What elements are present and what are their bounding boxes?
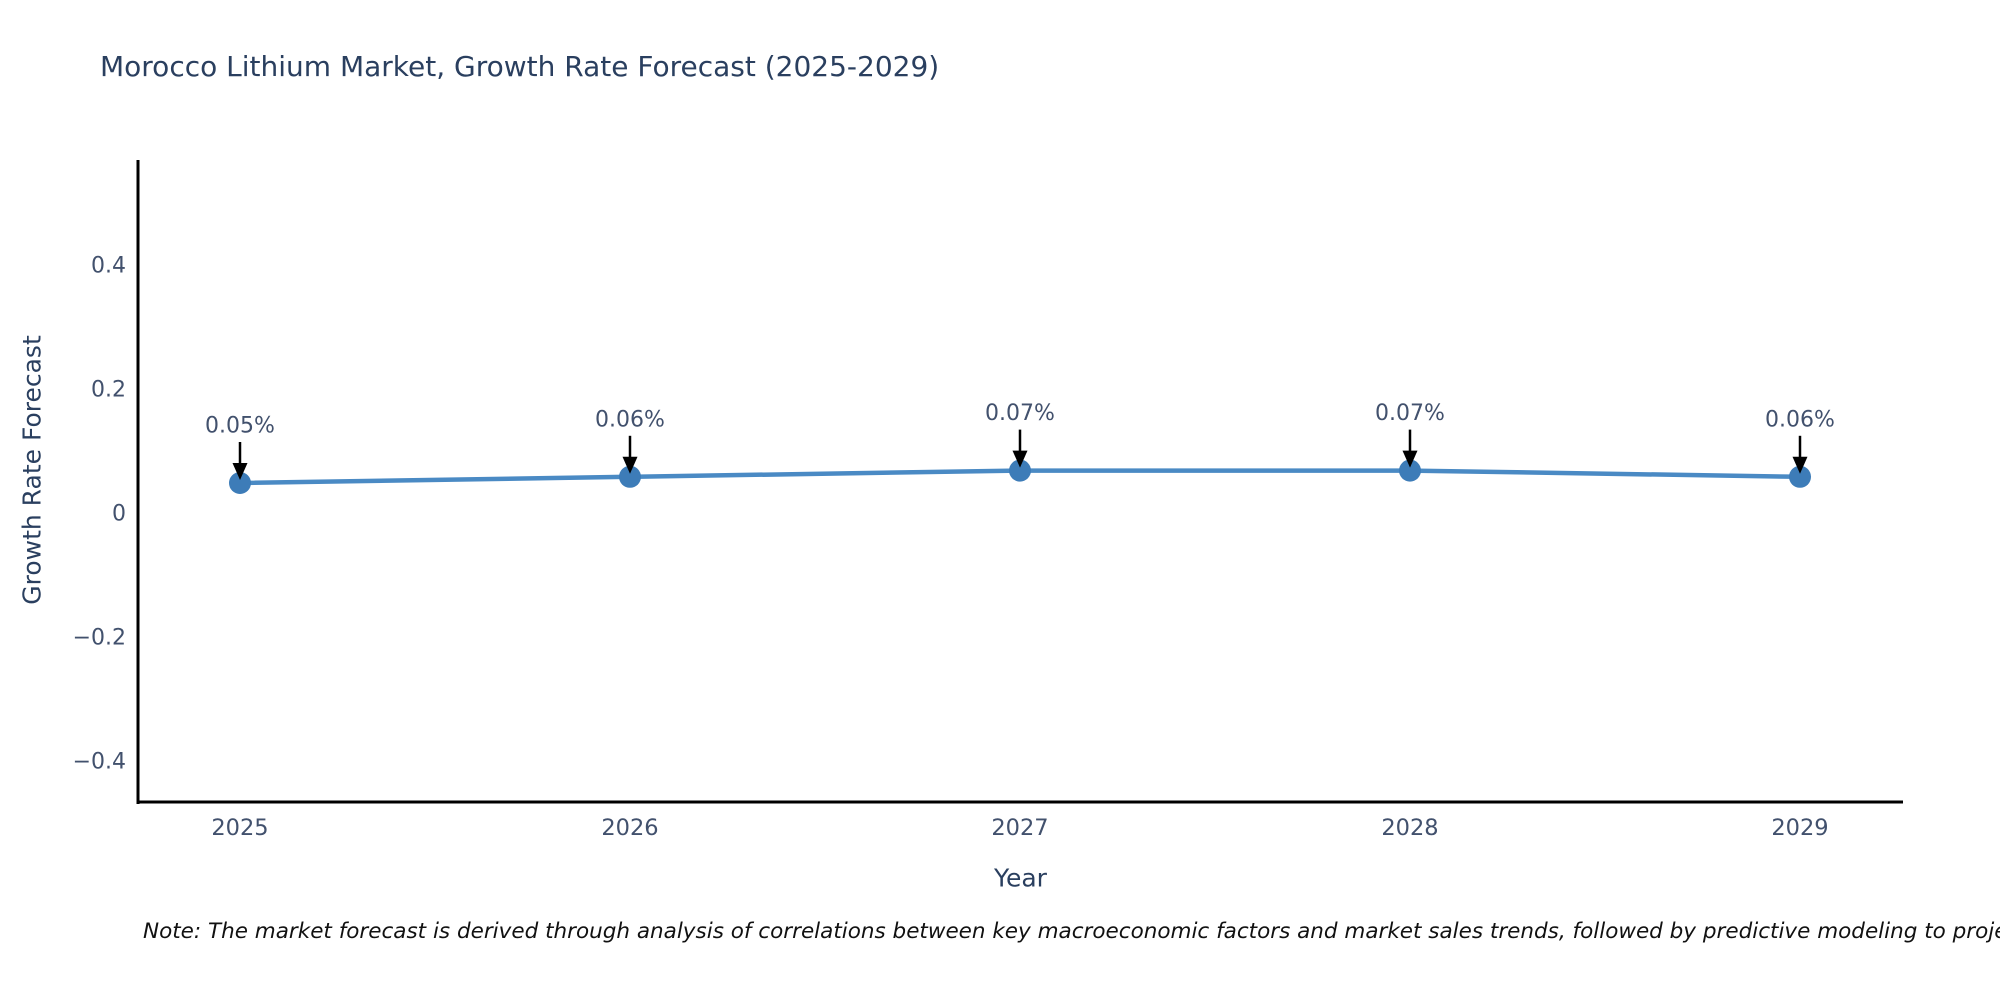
annotation-arrowhead-icon <box>1402 450 1418 468</box>
point-annotation-label: 0.07% <box>1375 401 1445 426</box>
x-tick-label: 2026 <box>601 815 658 841</box>
data-point[interactable] <box>619 465 641 488</box>
point-annotation-label: 0.07% <box>985 401 1055 426</box>
x-tick-label: 2027 <box>991 815 1048 841</box>
y-tick-label: −0.2 <box>73 626 126 651</box>
x-tick-label: 2028 <box>1381 815 1438 841</box>
data-point[interactable] <box>1399 459 1421 482</box>
y-axis-title: Growth Rate Forecast <box>18 335 47 605</box>
annotation-arrowhead-icon <box>232 463 248 480</box>
data-point[interactable] <box>1789 465 1811 488</box>
annotation-arrowhead-icon <box>1012 450 1028 468</box>
data-point[interactable] <box>1009 459 1031 482</box>
chart-title: Morocco Lithium Market, Growth Rate Fore… <box>100 50 940 83</box>
x-tick-label: 2025 <box>211 815 268 841</box>
point-annotation-label: 0.06% <box>1765 407 1835 432</box>
footnote: Note: The market forecast is derived thr… <box>143 919 2000 944</box>
annotation-arrowhead-icon <box>622 456 638 474</box>
y-tick-label: 0.4 <box>91 254 126 279</box>
annotation-arrowhead-icon <box>1792 456 1808 474</box>
y-tick-label: 0.2 <box>91 378 126 403</box>
data-point[interactable] <box>229 472 251 494</box>
point-annotation-label: 0.06% <box>595 407 665 432</box>
y-tick-label: 0 <box>112 502 126 527</box>
point-annotation-label: 0.05% <box>205 414 275 439</box>
x-axis-title: Year <box>993 864 1048 893</box>
x-tick-label: 2029 <box>1771 815 1828 841</box>
y-tick-label: −0.4 <box>73 750 126 775</box>
